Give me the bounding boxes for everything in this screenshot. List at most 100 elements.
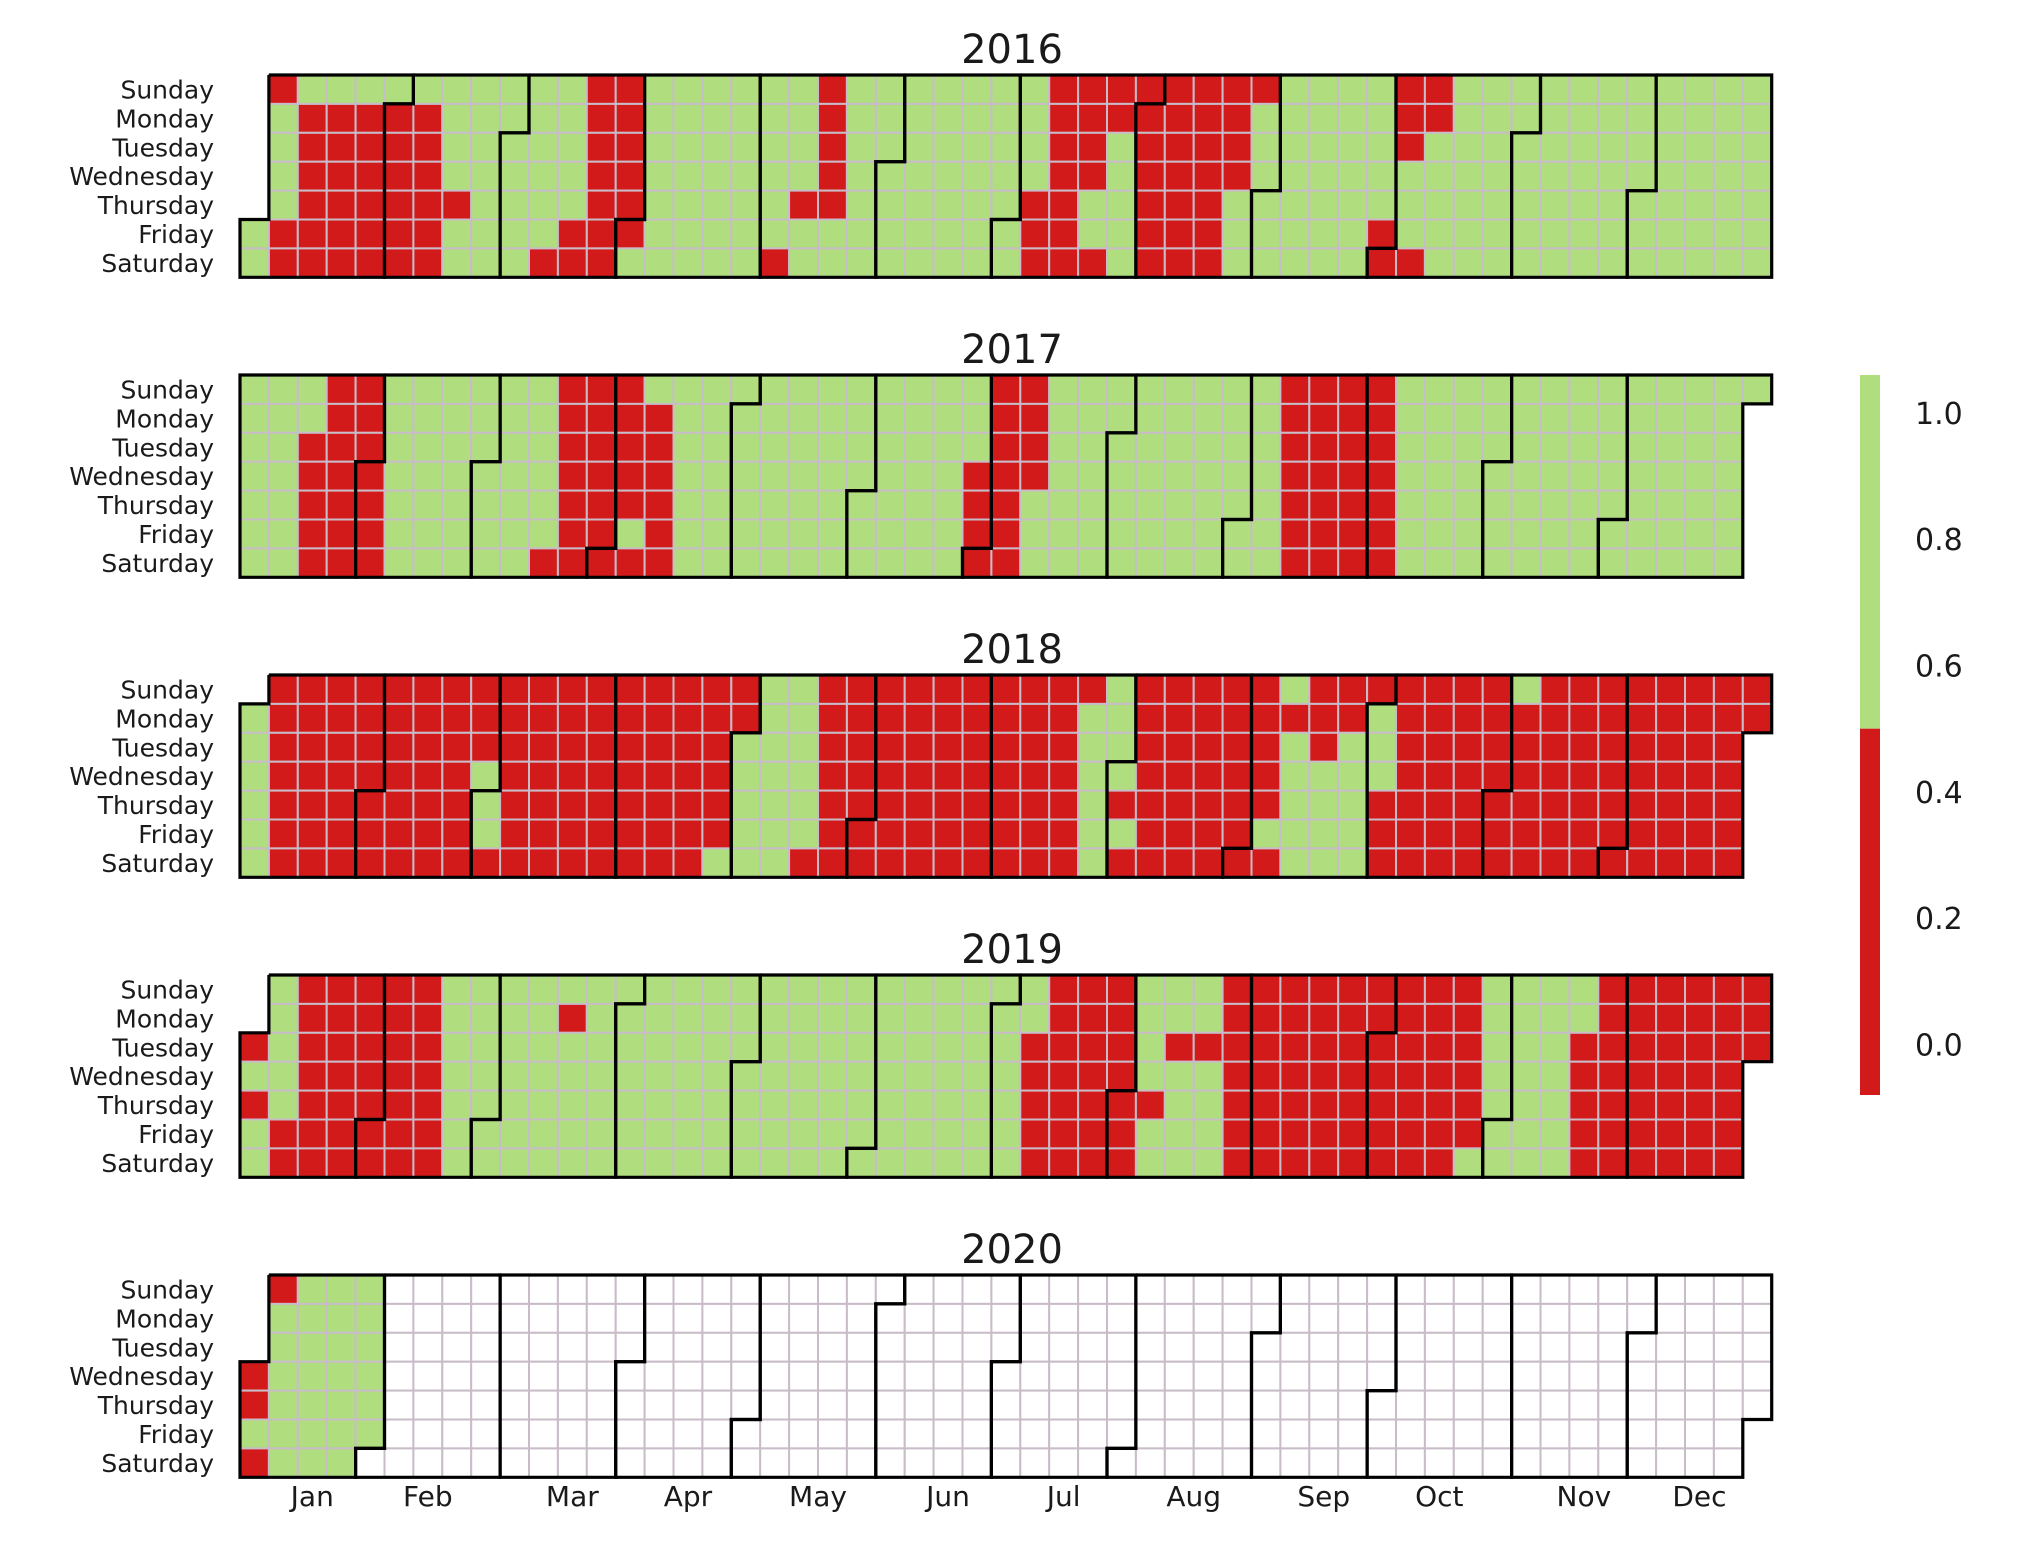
day-cell xyxy=(730,1360,762,1392)
day-cell xyxy=(903,131,935,163)
day-cell xyxy=(643,160,675,192)
day-cell xyxy=(1192,1274,1224,1305)
day-cell xyxy=(1077,1302,1108,1334)
day-cell xyxy=(614,102,646,134)
day-cell xyxy=(1481,1118,1513,1150)
day-cell xyxy=(932,1389,964,1421)
day-cell xyxy=(383,1447,415,1479)
day-cell xyxy=(1337,847,1369,879)
day-cell xyxy=(643,1360,675,1392)
day-cell xyxy=(1626,74,1658,105)
day-cell xyxy=(614,374,646,405)
day-cell xyxy=(296,760,328,792)
day-cell xyxy=(759,674,791,705)
day-cell xyxy=(1308,1274,1340,1305)
day-cell xyxy=(1452,74,1484,105)
day-cell xyxy=(556,1360,588,1392)
day-cell xyxy=(1423,74,1455,105)
day-cell xyxy=(672,974,704,1005)
month-border xyxy=(1625,1273,1774,1479)
day-cell xyxy=(614,1331,646,1363)
day-cell xyxy=(412,674,444,705)
day-cell xyxy=(1481,189,1513,221)
day-cell xyxy=(903,547,935,579)
day-cell xyxy=(845,1031,877,1063)
day-cell xyxy=(788,374,819,405)
day-cell xyxy=(1481,1147,1513,1179)
day-cell xyxy=(932,218,964,250)
calendar-year-2020 xyxy=(239,1274,1773,1479)
day-cell xyxy=(730,218,762,250)
day-cell xyxy=(1684,74,1715,105)
day-cell xyxy=(1568,1031,1600,1063)
day-cell xyxy=(267,160,299,192)
day-cell xyxy=(1279,547,1311,579)
day-cell xyxy=(1568,1360,1600,1392)
day-cell xyxy=(614,1118,646,1150)
day-cell xyxy=(1163,1002,1195,1034)
day-cell xyxy=(267,760,299,792)
day-cell xyxy=(1134,460,1166,492)
day-cell xyxy=(556,1389,588,1421)
day-cell xyxy=(1077,247,1108,279)
day-label: Thursday xyxy=(97,1391,214,1420)
month-label: Jan xyxy=(289,1480,334,1513)
day-cell xyxy=(874,789,906,821)
day-cell xyxy=(701,974,733,1005)
day-cell xyxy=(1279,431,1311,463)
day-cell xyxy=(1077,374,1108,405)
day-cell xyxy=(354,1360,386,1392)
day-cell xyxy=(614,1060,646,1092)
day-cell xyxy=(499,818,531,850)
day-cell xyxy=(585,1002,617,1034)
day-cell xyxy=(932,1060,964,1092)
day-cell xyxy=(1077,974,1108,1005)
day-cell xyxy=(1106,1331,1137,1363)
day-cell xyxy=(499,1274,531,1305)
day-cell xyxy=(1741,702,1773,734)
day-cell xyxy=(961,974,993,1005)
day-cell xyxy=(1221,247,1253,279)
day-cell xyxy=(325,674,357,705)
day-cell xyxy=(267,431,299,463)
day-cell xyxy=(383,460,415,492)
day-cell xyxy=(759,818,791,850)
day-cell xyxy=(325,731,357,763)
colorbar-tick-label: 0.8 xyxy=(1915,523,1963,558)
day-cell xyxy=(239,1118,270,1150)
day-cell xyxy=(296,547,328,579)
day-cell xyxy=(903,674,935,705)
day-cell xyxy=(643,1302,675,1334)
day-cell xyxy=(817,818,848,850)
day-cell xyxy=(1337,1447,1369,1479)
day-cell xyxy=(1366,460,1397,492)
day-cell xyxy=(296,789,328,821)
day-cell xyxy=(383,818,415,850)
day-cell xyxy=(1337,160,1369,192)
day-cell xyxy=(1106,1274,1137,1305)
day-cell xyxy=(1510,160,1542,192)
day-cell xyxy=(1626,431,1658,463)
day-cell xyxy=(1395,518,1426,550)
day-cell xyxy=(1337,1118,1369,1150)
day-cell xyxy=(1366,702,1397,734)
day-cell xyxy=(470,431,502,463)
day-cell xyxy=(1423,1002,1455,1034)
day-cell xyxy=(1568,974,1600,1005)
day-cell xyxy=(903,974,935,1005)
day-cell xyxy=(1106,74,1137,105)
day-cell xyxy=(817,431,848,463)
day-cell xyxy=(1366,131,1397,163)
day-cell xyxy=(990,1418,1022,1450)
day-cell xyxy=(701,789,733,821)
day-cell xyxy=(354,818,386,850)
day-cell xyxy=(672,1274,704,1305)
day-label: Sunday xyxy=(120,375,214,404)
day-cell xyxy=(325,1302,357,1334)
day-cell xyxy=(412,702,444,734)
day-cell xyxy=(1048,489,1080,521)
day-cell xyxy=(759,974,791,1005)
day-cell xyxy=(1134,847,1166,879)
day-cell xyxy=(1048,247,1080,279)
day-cell xyxy=(614,1418,646,1450)
